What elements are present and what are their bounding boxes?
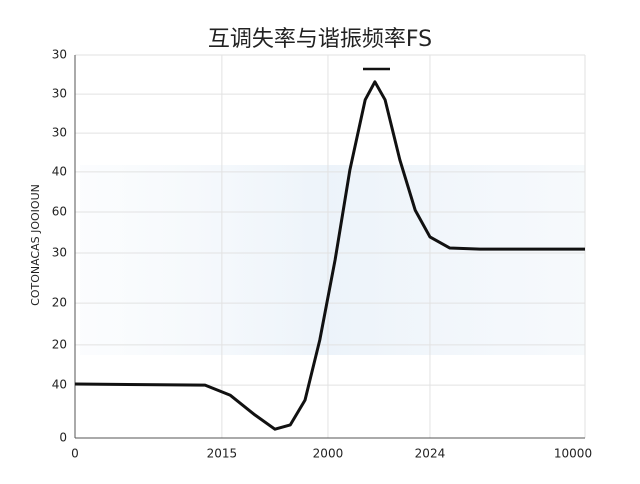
x-tick-label: 2024	[415, 447, 446, 461]
background-bands	[80, 165, 585, 355]
y-tick-label: 20	[52, 296, 67, 310]
y-tick-label: 60	[52, 205, 67, 219]
y-tick-label: 0	[59, 431, 67, 445]
y-tick-label: 30	[52, 48, 67, 62]
line-series	[74, 80, 585, 431]
chart-title: 互调失率与谐振频率FS	[208, 27, 432, 52]
y-tick-label: 40	[52, 164, 67, 178]
y-axis-label: COTONACAS JOOIOUN	[29, 184, 42, 306]
y-tick-label: 30	[52, 87, 67, 101]
y-tick-label: 40	[52, 378, 67, 392]
y-tick-label: 30	[52, 246, 67, 260]
y-tick-label: 30	[52, 126, 67, 140]
x-tick-label: 2000	[313, 447, 344, 461]
x-tick-label: 0	[71, 447, 79, 461]
x-tick-label: 2015	[207, 447, 238, 461]
y-tick-label: 20	[52, 337, 67, 351]
x-tick-label: 10000	[554, 447, 592, 461]
